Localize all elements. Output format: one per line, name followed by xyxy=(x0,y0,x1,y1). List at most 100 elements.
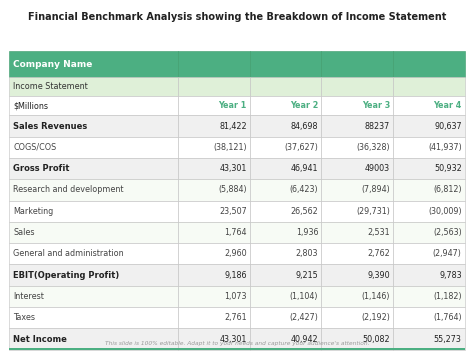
Text: (5,884): (5,884) xyxy=(218,185,246,195)
Text: General and administration: General and administration xyxy=(13,249,124,258)
Text: 43,301: 43,301 xyxy=(219,164,246,173)
Bar xyxy=(178,115,249,137)
Text: (36,328): (36,328) xyxy=(356,143,390,152)
Bar xyxy=(393,264,465,286)
Bar xyxy=(9,201,178,222)
Text: (41,937): (41,937) xyxy=(428,143,462,152)
Bar xyxy=(9,51,178,77)
Text: Year 2: Year 2 xyxy=(290,101,319,110)
Text: 55,273: 55,273 xyxy=(434,334,462,344)
Text: 1,764: 1,764 xyxy=(224,228,246,237)
Bar xyxy=(178,201,249,222)
Bar xyxy=(321,328,393,350)
Text: 1,073: 1,073 xyxy=(224,292,246,301)
Text: (1,104): (1,104) xyxy=(290,292,319,301)
Text: Income Statement: Income Statement xyxy=(13,82,88,91)
Text: 90,637: 90,637 xyxy=(434,121,462,131)
Bar xyxy=(321,243,393,264)
Bar xyxy=(393,222,465,243)
Text: Taxes: Taxes xyxy=(13,313,35,322)
Bar xyxy=(249,264,321,286)
Bar xyxy=(393,158,465,179)
Text: 1,936: 1,936 xyxy=(296,228,319,237)
Text: Interest: Interest xyxy=(13,292,44,301)
Text: (6,423): (6,423) xyxy=(290,185,319,195)
Bar xyxy=(9,286,178,307)
Bar xyxy=(321,96,393,115)
Text: 84,698: 84,698 xyxy=(291,121,319,131)
Text: Sales Revenues: Sales Revenues xyxy=(13,121,88,131)
Text: (2,427): (2,427) xyxy=(290,313,319,322)
Text: (2,192): (2,192) xyxy=(361,313,390,322)
Bar xyxy=(393,96,465,115)
Text: 2,761: 2,761 xyxy=(224,313,246,322)
Bar xyxy=(393,51,465,77)
Bar xyxy=(249,51,321,77)
Text: Company Name: Company Name xyxy=(13,60,92,69)
Bar xyxy=(393,286,465,307)
Bar xyxy=(178,264,249,286)
Bar xyxy=(249,286,321,307)
Bar xyxy=(393,77,465,96)
Text: 9,390: 9,390 xyxy=(367,271,390,280)
Bar xyxy=(178,328,249,350)
Text: Research and development: Research and development xyxy=(13,185,124,195)
Text: 2,762: 2,762 xyxy=(367,249,390,258)
Bar xyxy=(178,286,249,307)
Text: (1,764): (1,764) xyxy=(433,313,462,322)
Text: Year 4: Year 4 xyxy=(433,101,462,110)
Bar xyxy=(178,307,249,328)
Bar xyxy=(9,222,178,243)
Text: 88237: 88237 xyxy=(365,121,390,131)
Bar xyxy=(249,158,321,179)
Bar xyxy=(9,307,178,328)
Bar xyxy=(249,96,321,115)
Bar xyxy=(393,307,465,328)
Bar xyxy=(321,222,393,243)
Text: COGS/COS: COGS/COS xyxy=(13,143,56,152)
Text: 9,186: 9,186 xyxy=(224,271,246,280)
Bar xyxy=(178,158,249,179)
Bar xyxy=(9,158,178,179)
Text: (29,731): (29,731) xyxy=(356,207,390,216)
Text: (6,812): (6,812) xyxy=(433,185,462,195)
Bar xyxy=(393,243,465,264)
Bar xyxy=(178,51,249,77)
Bar xyxy=(321,201,393,222)
Bar xyxy=(9,328,178,350)
Bar xyxy=(321,77,393,96)
Bar xyxy=(9,115,178,137)
Bar xyxy=(249,328,321,350)
Bar xyxy=(393,137,465,158)
Text: $Millions: $Millions xyxy=(13,101,48,110)
Text: 43,301: 43,301 xyxy=(219,334,246,344)
Bar xyxy=(249,77,321,96)
Bar xyxy=(178,243,249,264)
Text: 46,941: 46,941 xyxy=(291,164,319,173)
Bar xyxy=(178,96,249,115)
Text: 9,215: 9,215 xyxy=(296,271,319,280)
Text: (1,182): (1,182) xyxy=(433,292,462,301)
Text: (7,894): (7,894) xyxy=(361,185,390,195)
Bar xyxy=(321,179,393,201)
Bar xyxy=(393,179,465,201)
Text: 81,422: 81,422 xyxy=(219,121,246,131)
Text: This slide is 100% editable. Adapt it to your needs and capture your audience's : This slide is 100% editable. Adapt it to… xyxy=(105,341,369,346)
Bar xyxy=(321,264,393,286)
Bar xyxy=(9,96,178,115)
Bar xyxy=(321,137,393,158)
Bar xyxy=(249,201,321,222)
Bar xyxy=(321,307,393,328)
Bar xyxy=(9,348,465,350)
Text: EBIT(Operating Profit): EBIT(Operating Profit) xyxy=(13,271,119,280)
Bar xyxy=(249,179,321,201)
Text: (2,947): (2,947) xyxy=(433,249,462,258)
Text: Marketing: Marketing xyxy=(13,207,54,216)
Bar xyxy=(321,286,393,307)
Bar xyxy=(393,328,465,350)
Text: Sales: Sales xyxy=(13,228,35,237)
Text: (1,146): (1,146) xyxy=(362,292,390,301)
Bar xyxy=(178,222,249,243)
Bar xyxy=(249,243,321,264)
Bar xyxy=(9,179,178,201)
